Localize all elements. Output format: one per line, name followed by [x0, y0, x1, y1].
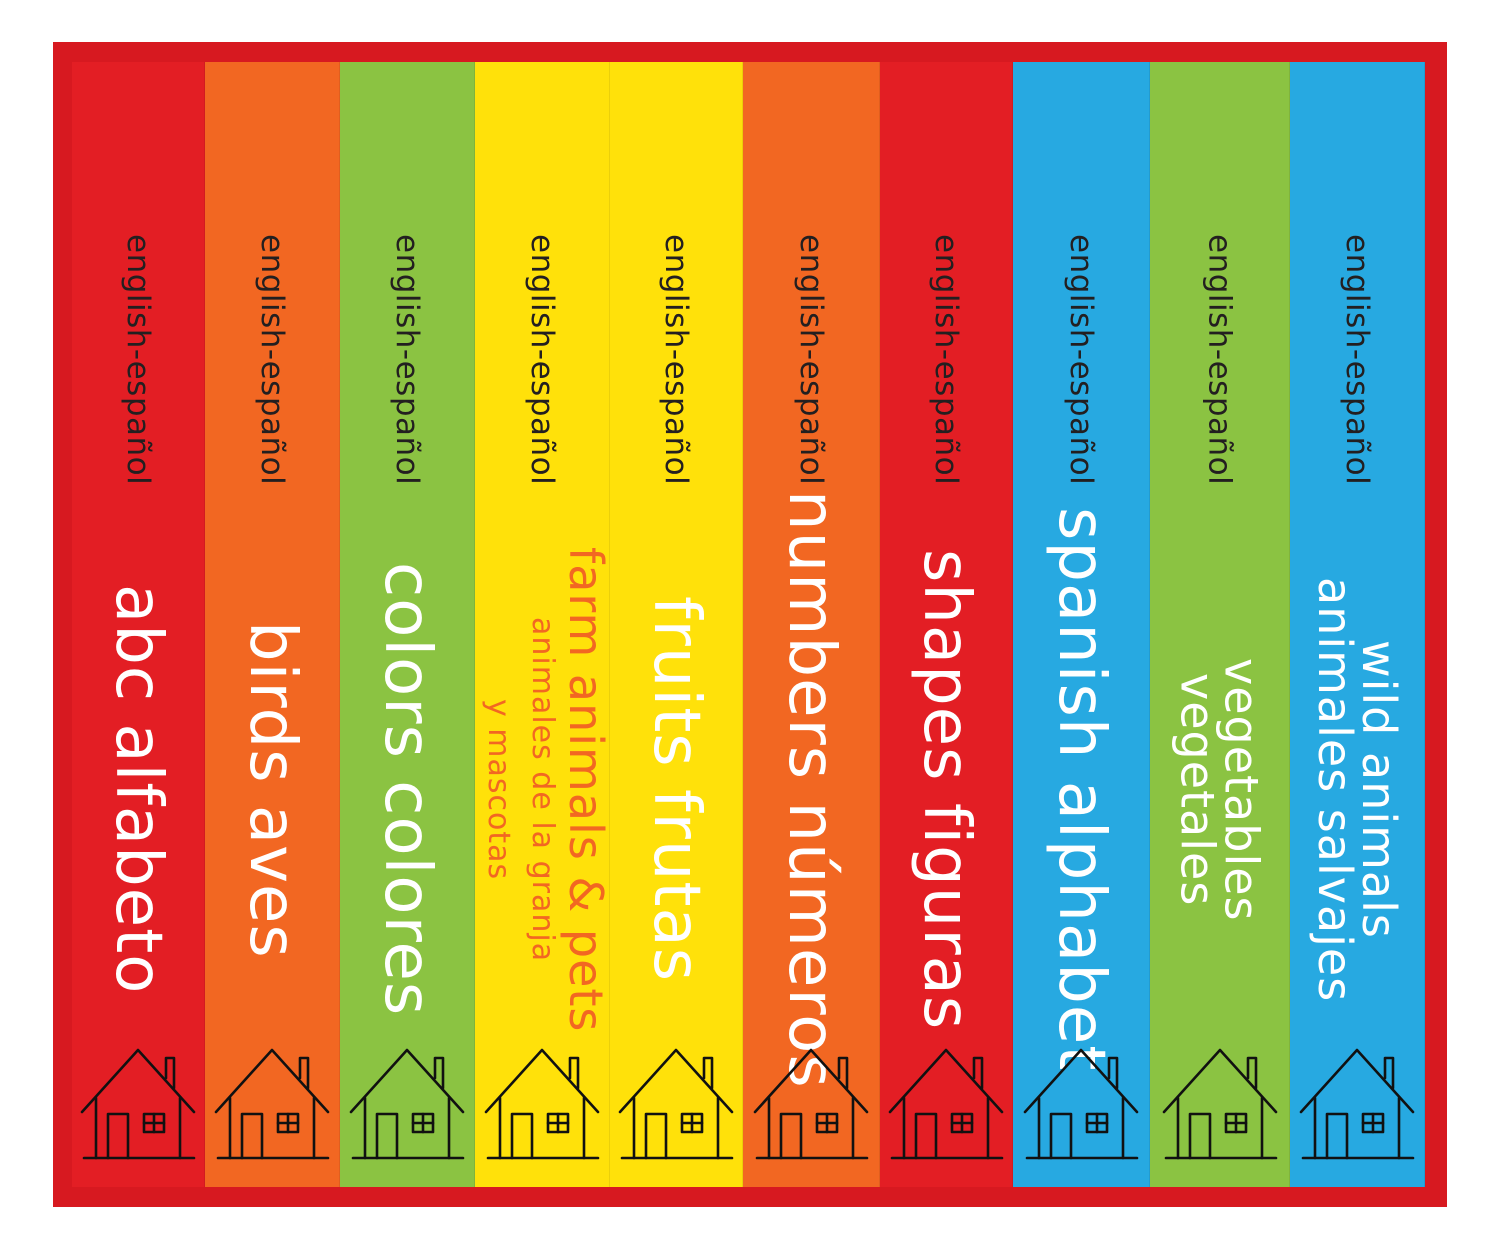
book-spine: english-español farm animals & pets animal… — [475, 62, 613, 1187]
title-line: shapes figuras — [909, 548, 983, 1031]
house-icon — [214, 1044, 330, 1162]
spine-title: shapes figuras — [880, 549, 1012, 1030]
spine-title: wild animals animales salvajes — [1290, 557, 1424, 1022]
title-line: animales salvajes — [1308, 576, 1362, 1003]
spine-subtitle: english-español — [475, 234, 609, 534]
spine-title: colors colores — [340, 557, 474, 1022]
spine-subtitle: english-español — [1150, 234, 1289, 534]
title-line: vegetales — [1170, 672, 1225, 907]
subtitle-text: english-español — [389, 234, 425, 486]
subtitle-text: english-español — [928, 234, 964, 486]
title-line: vegetables — [1214, 657, 1269, 922]
title-line: fruits frutas — [639, 596, 713, 983]
house-icon — [1023, 1044, 1139, 1162]
house-icon — [1162, 1044, 1278, 1162]
spine-title: birds aves — [205, 557, 339, 1022]
book-spine: english-español vegetables vegetales — [1150, 62, 1290, 1187]
house-icon — [80, 1044, 196, 1162]
title-line: colors colores — [370, 562, 444, 1017]
subtitle-text: english-español — [1201, 234, 1238, 486]
spine-subtitle: english-español — [72, 234, 204, 534]
spine-subtitle: english-español — [1013, 234, 1149, 534]
subtitle-text: english-español — [254, 234, 290, 486]
title-line: wild animals — [1352, 640, 1406, 939]
subtitle-text: english-español — [524, 234, 560, 486]
title-line: animales de la granja — [525, 616, 560, 963]
spine-subtitle: english-español — [743, 234, 879, 534]
book-spine: english-español abc alfabeto — [72, 62, 205, 1187]
title-line: farm animals & pets — [559, 546, 613, 1033]
title-line: y mascotas — [481, 698, 516, 881]
title-line: spanish alphabet — [1044, 507, 1118, 1072]
title-line: abc alfabeto — [101, 584, 175, 995]
house-icon — [349, 1044, 465, 1162]
spine-title: farm animals & pets animales de la granja… — [475, 547, 613, 1032]
book-spine: english-español birds aves — [205, 62, 340, 1187]
spine-title: fruits frutas — [610, 557, 742, 1022]
spine-subtitle: english-español — [880, 234, 1012, 534]
book-spine: english-español fruits frutas — [610, 62, 743, 1187]
book-spines: english-español abc alfabeto english-españ… — [72, 62, 1425, 1187]
subtitle-text: english-español — [1063, 234, 1099, 486]
title-line: numbers números — [774, 490, 848, 1089]
book-spine: english-español spanish alphabet — [1013, 62, 1150, 1187]
spine-title: spanish alphabet — [1013, 507, 1149, 1071]
spine-subtitle: english-español — [205, 234, 339, 534]
spine-subtitle: english-español — [1290, 234, 1424, 534]
house-icon — [888, 1044, 1004, 1162]
subtitle-text: english-español — [120, 234, 156, 486]
house-icon — [484, 1044, 600, 1162]
book-spine: english-español shapes figuras — [880, 62, 1013, 1187]
book-spine: english-español colors colores — [340, 62, 475, 1187]
house-icon — [753, 1044, 869, 1162]
book-spine: english-español numbers números — [743, 62, 880, 1187]
subtitle-text: english-español — [1339, 234, 1375, 486]
subtitle-text: english-español — [658, 234, 694, 486]
spine-subtitle: english-español — [610, 234, 742, 534]
subtitle-text: english-español — [793, 234, 829, 486]
spine-subtitle: english-español — [340, 234, 474, 534]
spine-title: numbers números — [743, 490, 879, 1089]
spine-title: abc alfabeto — [72, 557, 204, 1022]
house-icon — [1299, 1044, 1415, 1162]
house-icon — [618, 1044, 734, 1162]
title-line: birds aves — [235, 620, 309, 959]
book-spine: english-español wild animals animales salv… — [1290, 62, 1425, 1187]
spine-title: vegetables vegetales — [1150, 557, 1289, 1022]
